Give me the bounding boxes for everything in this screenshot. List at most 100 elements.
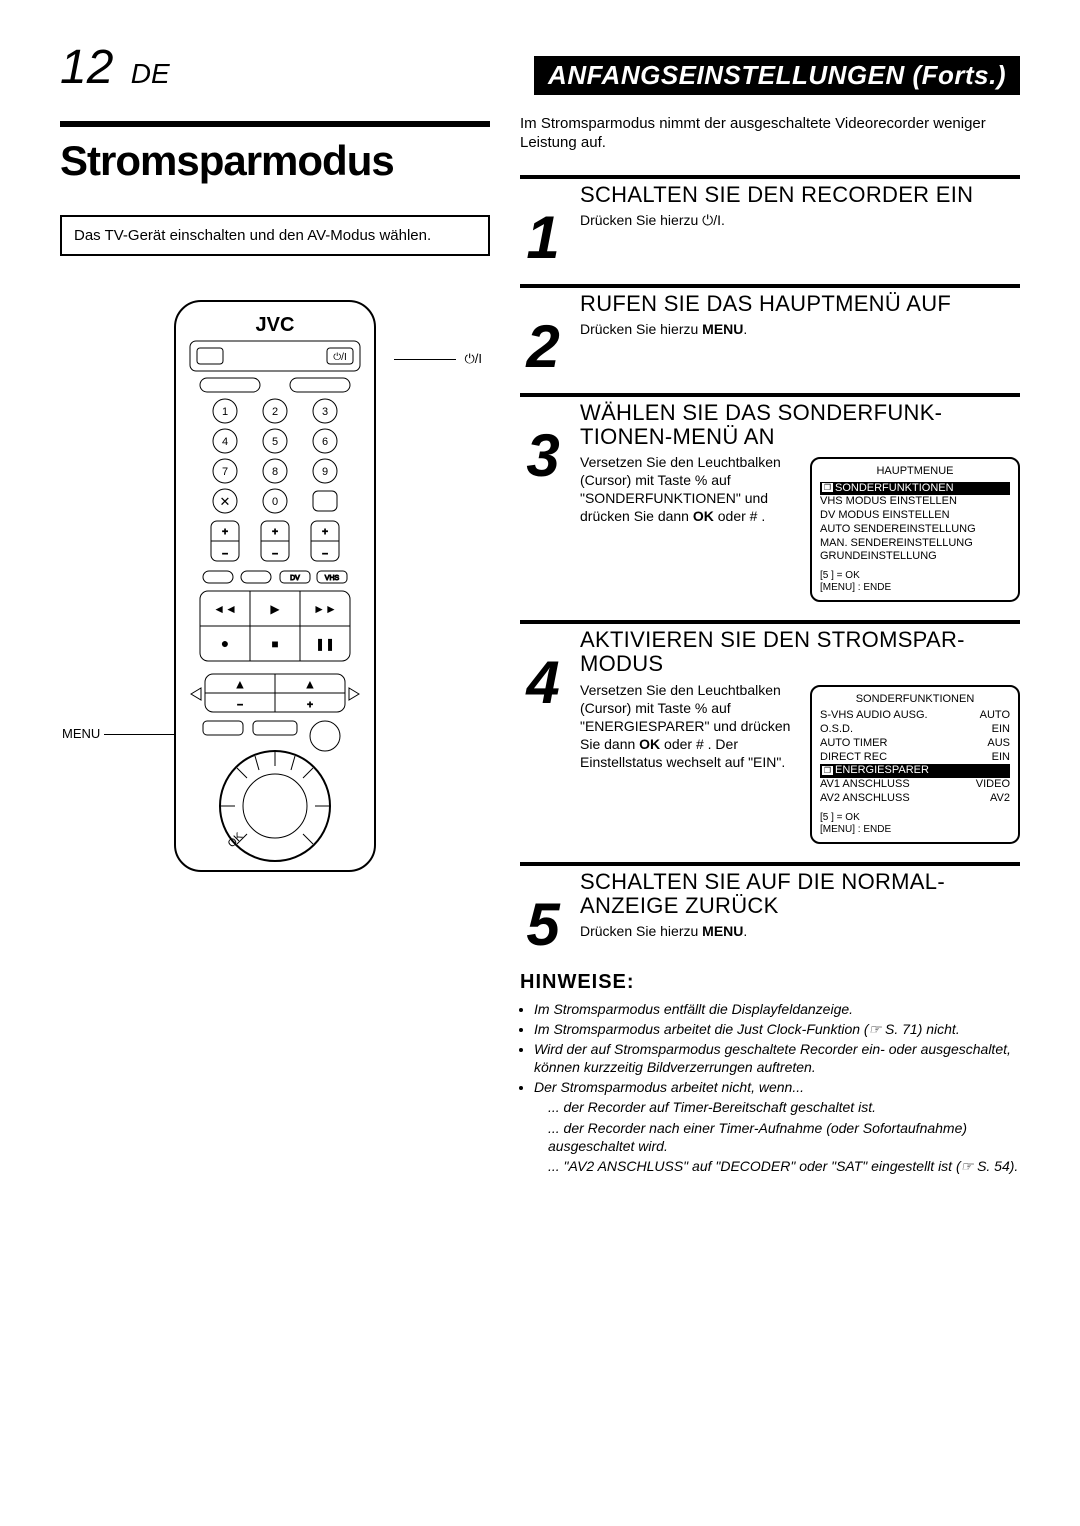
osd-row-label: ❐ENERGIESPARER — [822, 764, 929, 778]
step-body: WÄHLEN SIE DAS SONDERFUNK-TIONEN-MENÜ AN… — [580, 401, 1020, 603]
osd-row-value: AUS — [987, 737, 1010, 751]
svg-text:−: − — [222, 549, 228, 560]
main-content: Stromsparmodus Das TV-Gerät einschalten … — [60, 115, 1020, 1177]
osd-box: HAUPTMENUE❐SONDERFUNKTIONENVHS MODUS EIN… — [810, 457, 1020, 602]
svg-text:►►: ►► — [313, 602, 337, 616]
svg-text:●: ● — [221, 635, 229, 651]
svg-text:5: 5 — [272, 436, 278, 448]
step-text: Versetzen Sie den Leuchtbalken (Cursor) … — [580, 453, 800, 526]
label-power: ⏻/I — [462, 351, 484, 367]
step-flex: Versetzen Sie den Leuchtbalken (Cursor) … — [580, 681, 1020, 844]
svg-text:■: ■ — [271, 637, 278, 651]
osd-row: AV1 ANSCHLUSS VIDEO — [820, 778, 1010, 792]
step-body: SCHALTEN SIE AUF DIE NORMAL-ANZEIGE ZURÜ… — [580, 870, 1020, 953]
svg-text:▲: ▲ — [235, 680, 245, 691]
steps-container: 1SCHALTEN SIE DEN RECORDER EINDrücken Si… — [520, 175, 1020, 953]
osd-row: AV2 ANSCHLUSS AV2 — [820, 792, 1010, 806]
osd-row-value: VIDEO — [976, 778, 1010, 792]
osd-row-label: O.S.D. — [820, 723, 853, 737]
step-title: AKTIVIEREN SIE DEN STROMSPAR-MODUS — [580, 628, 1020, 676]
step-title: SCHALTEN SIE DEN RECORDER EIN — [580, 183, 1020, 207]
svg-text:+: + — [322, 527, 328, 538]
osd-row-label: GRUNDEINSTELLUNG — [820, 550, 937, 564]
osd-row: MAN. SENDEREINSTELLUNG — [820, 537, 1010, 551]
step: 5 SCHALTEN SIE AUF DIE NORMAL-ANZEIGE ZUR… — [520, 870, 1020, 953]
osd-title: SONDERFUNKTIONEN — [820, 693, 1010, 707]
step-body: RUFEN SIE DAS HAUPTMENÜ AUFDrücken Sie h… — [580, 292, 1020, 375]
svg-text:−: − — [272, 549, 278, 560]
step: 1SCHALTEN SIE DEN RECORDER EINDrücken Si… — [520, 183, 1020, 266]
svg-text:1: 1 — [222, 406, 228, 418]
remote-svg: JVC ⏻/I 1 2 3 4 5 6 7 8 — [145, 296, 405, 876]
step-divider — [520, 862, 1020, 866]
osd-row-label: DV MODUS EINSTELLEN — [820, 509, 950, 523]
step-divider — [520, 393, 1020, 397]
step-text: Versetzen Sie den Leuchtbalken (Cursor) … — [580, 681, 800, 772]
section-banner: ANFANGSEINSTELLUNGEN (Forts.) — [534, 56, 1020, 95]
osd-row-value: EIN — [992, 723, 1010, 737]
osd-footer: [5 ] = OK[MENU] : ENDE — [820, 570, 1010, 594]
osd-row: DV MODUS EINSTELLEN — [820, 509, 1010, 523]
svg-text:−: − — [322, 549, 328, 560]
line-power — [394, 359, 456, 360]
main-title: Stromsparmodus — [60, 137, 490, 185]
svg-text:3: 3 — [322, 406, 328, 418]
osd-footer: [5 ] = OK[MENU] : ENDE — [820, 812, 1010, 836]
page-header: 12 DE ANFANGSEINSTELLUNGEN (Forts.) — [60, 40, 1020, 95]
osd-row: AUTO SENDEREINSTELLUNG — [820, 523, 1010, 537]
svg-text:0: 0 — [272, 496, 278, 508]
step: 4 AKTIVIEREN SIE DEN STROMSPAR-MODUS Verse… — [520, 628, 1020, 843]
folder-icon: ❐ — [822, 766, 833, 775]
osd-row: GRUNDEINSTELLUNG — [820, 550, 1010, 564]
page-num-value: 12 — [60, 41, 113, 94]
remote-illustration: ⏻/I MENU JVC ⏻/I 1 2 — [60, 296, 490, 881]
tv-note-box: Das TV-Gerät einschalten und den AV-Modu… — [60, 215, 490, 256]
right-column: Im Stromsparmodus nimmt der ausgeschalte… — [520, 115, 1020, 1177]
step-body: AKTIVIEREN SIE DEN STROMSPAR-MODUS Verset… — [580, 628, 1020, 843]
osd-row-label: S-VHS AUDIO AUSG. — [820, 709, 928, 723]
osd-row-value: AV2 — [990, 792, 1010, 806]
osd-row-value: AUTO — [980, 709, 1010, 723]
hinweis-subitem: ... "AV2 ANSCHLUSS" auf "DECODER" oder "… — [548, 1157, 1020, 1175]
osd-row: S-VHS AUDIO AUSG. AUTO — [820, 709, 1010, 723]
step-divider — [520, 284, 1020, 288]
svg-text:▶: ▶ — [270, 602, 280, 616]
step-divider — [520, 620, 1020, 624]
osd-row-label: MAN. SENDEREINSTELLUNG — [820, 537, 973, 551]
osd-row-label: AV1 ANSCHLUSS — [820, 778, 910, 792]
page-lang: DE — [131, 58, 170, 89]
left-column: Stromsparmodus Das TV-Gerät einschalten … — [60, 115, 490, 1177]
hinweis-item: Wird der auf Stromsparmodus geschaltete … — [534, 1040, 1020, 1076]
folder-icon: ❐ — [822, 483, 833, 492]
hinweis-subitem: ... der Recorder nach einer Timer-Aufnah… — [548, 1119, 1020, 1155]
hinweise-list: Im Stromsparmodus entfällt die Displayfe… — [520, 1000, 1020, 1176]
label-menu: MENU — [60, 726, 102, 741]
osd-row-label: ❐SONDERFUNKTIONEN — [822, 482, 954, 496]
step-text: Drücken Sie hierzu MENU. — [580, 320, 1020, 338]
step-text: Drücken Sie hierzu MENU. — [580, 922, 1020, 940]
brand-text: JVC — [256, 314, 295, 336]
step-body: SCHALTEN SIE DEN RECORDER EIN Drücken Sie… — [580, 183, 1020, 266]
osd-row: ❐ENERGIESPARER — [820, 764, 1010, 778]
intro-text: Im Stromsparmodus nimmt der ausgeschalte… — [520, 115, 1020, 153]
svg-text:4: 4 — [222, 436, 228, 448]
osd-box: SONDERFUNKTIONEN S-VHS AUDIO AUSG. AUTO O.S… — [810, 685, 1020, 844]
svg-text:⏻/I: ⏻/I — [333, 352, 346, 363]
osd-row-value: EIN — [992, 751, 1010, 765]
osd-row-label: DIRECT REC — [820, 751, 887, 765]
svg-text:VHS: VHS — [325, 575, 340, 582]
svg-text:▲: ▲ — [305, 680, 315, 691]
page-number: 12 DE — [60, 40, 170, 95]
step-title: SCHALTEN SIE AUF DIE NORMAL-ANZEIGE ZURÜ… — [580, 870, 1020, 918]
hinweise-title: HINWEISE: — [520, 971, 1020, 994]
step-number: 2 — [520, 292, 566, 375]
osd-row-label: AUTO SENDEREINSTELLUNG — [820, 523, 976, 537]
osd-row: DIRECT REC EIN — [820, 751, 1010, 765]
step-number: 5 — [520, 870, 566, 953]
hinweis-item: Im Stromsparmodus arbeitet die Just Cloc… — [534, 1020, 1020, 1038]
svg-text:−: − — [237, 700, 243, 711]
step-number: 4 — [520, 628, 566, 843]
step-text: Drücken Sie hierzu ⏻/I. — [580, 211, 1020, 229]
osd-row-label: AV2 ANSCHLUSS — [820, 792, 910, 806]
hinweis-subitem: ... der Recorder auf Timer-Bereitschaft … — [548, 1098, 1020, 1116]
